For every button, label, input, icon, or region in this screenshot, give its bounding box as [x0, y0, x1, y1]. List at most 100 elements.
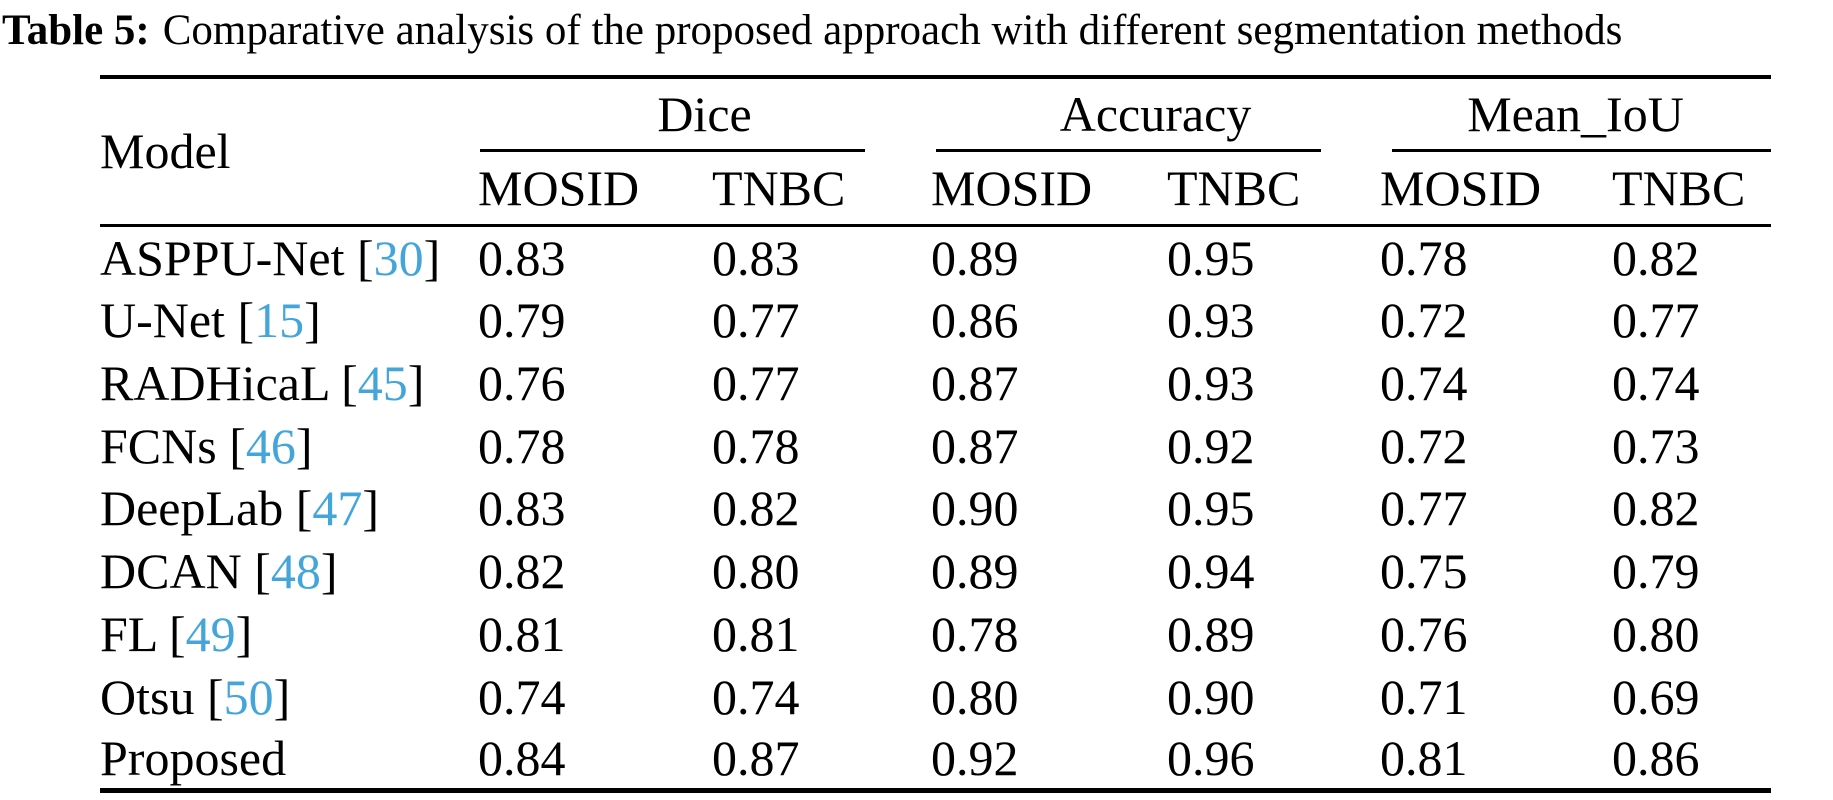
sub-header-accuracy-tnbc: TNBC	[1167, 151, 1381, 228]
metric-value: 0.87	[931, 417, 1019, 474]
metric-value: 0.77	[1612, 291, 1700, 348]
table-caption-label: Table 5:	[2, 7, 150, 54]
metric-value: 0.69	[1612, 668, 1700, 725]
metric-value: 0.93	[1167, 354, 1255, 411]
model-name: FL	[100, 605, 157, 662]
metric-value: 0.78	[712, 417, 800, 474]
metric-value: 0.89	[931, 229, 1019, 286]
metric-value: 0.96	[1167, 730, 1255, 787]
citation-link[interactable]: 46	[245, 417, 296, 474]
table-header: Model Dice Accuracy Mean_IoU MOSID TNBC …	[100, 76, 1772, 228]
mean-iou-rule	[1392, 148, 1772, 152]
metric-value: 0.74	[712, 668, 800, 725]
model-name: ASPPU-Net	[100, 229, 345, 286]
group-rule-row	[100, 148, 1772, 152]
table-caption-text: Comparative analysis of the proposed app…	[162, 7, 1623, 54]
sub-header-dice-tnbc: TNBC	[712, 151, 932, 228]
metric-value: 0.76	[1380, 605, 1468, 662]
metric-value: 0.94	[1167, 543, 1255, 600]
citation-link[interactable]: 30	[373, 229, 424, 286]
citation-link[interactable]: 49	[185, 605, 236, 662]
metric-value: 0.78	[1380, 229, 1468, 286]
metric-value: 0.80	[1612, 605, 1700, 662]
table-caption: Table 5: Comparative analysis of the prop…	[2, 6, 1833, 57]
dice-rule-cell	[478, 148, 931, 152]
metric-value: 0.72	[1380, 417, 1468, 474]
metric-value: 0.80	[931, 668, 1019, 725]
metric-value: 0.82	[1612, 480, 1700, 537]
metric-value: 0.79	[1612, 543, 1700, 600]
column-header-model: Model	[100, 76, 478, 228]
metric-value: 0.86	[931, 291, 1019, 348]
group-header-dice: Dice	[657, 85, 752, 142]
metric-value: 0.82	[712, 480, 800, 537]
sub-header-accuracy-mosid: MOSID	[931, 151, 1168, 228]
metric-value: 0.77	[712, 354, 800, 411]
group-header-mean-iou: Mean_IoU	[1467, 85, 1684, 142]
citation-link[interactable]: 47	[312, 480, 363, 537]
metric-value: 0.75	[1380, 543, 1468, 600]
model-cell: U-Net [15]	[100, 291, 321, 348]
model-cell: ASPPU-Net [30]	[100, 229, 441, 286]
results-table: Model Dice Accuracy Mean_IoU MOSID TNBC …	[100, 74, 1772, 794]
metric-value: 0.78	[931, 605, 1019, 662]
metric-value: 0.83	[478, 480, 566, 537]
metric-value: 0.74	[1612, 354, 1700, 411]
table-row: FCNs [46] 0.78 0.78 0.87 0.92 0.72 0.73	[100, 414, 1771, 477]
table-row: DCAN [48] 0.82 0.80 0.89 0.94 0.75 0.79	[100, 540, 1771, 603]
dice-rule	[480, 148, 866, 152]
metric-value: 0.82	[1612, 229, 1700, 286]
accuracy-rule-cell	[931, 148, 1380, 152]
metric-value: 0.95	[1167, 480, 1255, 537]
metric-value: 0.77	[712, 291, 800, 348]
sub-header-mean-iou-tnbc: TNBC	[1612, 151, 1772, 228]
sub-header-mean-iou-mosid: MOSID	[1380, 151, 1613, 228]
paper-table-figure: Table 5: Comparative analysis of the prop…	[0, 6, 1833, 794]
table-row: FL [49] 0.81 0.81 0.78 0.89 0.76 0.80	[100, 603, 1771, 666]
metric-value: 0.71	[1380, 668, 1468, 725]
metric-value: 0.83	[478, 229, 566, 286]
accuracy-rule	[936, 148, 1322, 152]
metric-value: 0.72	[1380, 291, 1468, 348]
model-cell: FCNs [46]	[100, 417, 313, 474]
metric-value: 0.89	[1167, 605, 1255, 662]
model-name: DCAN	[100, 543, 242, 600]
metric-value: 0.90	[931, 480, 1019, 537]
metric-value: 0.90	[1167, 668, 1255, 725]
metric-value: 0.81	[712, 605, 800, 662]
metric-value: 0.73	[1612, 417, 1700, 474]
metric-value: 0.83	[712, 229, 800, 286]
table-body: ASPPU-Net [30] 0.83 0.83 0.89 0.95 0.78 0.82 U-…	[100, 226, 1771, 791]
group-header-row: Model Dice Accuracy Mean_IoU	[100, 76, 1771, 228]
metric-value: 0.86	[1612, 730, 1700, 787]
table-row: ASPPU-Net [30] 0.83 0.83 0.89 0.95 0.78 0.82	[100, 226, 1771, 289]
metric-value: 0.76	[478, 354, 566, 411]
metric-value: 0.80	[712, 543, 800, 600]
table-row: RADHicaL [45] 0.76 0.77 0.87 0.93 0.74 0.74	[100, 351, 1771, 414]
table-row: Proposed 0.84 0.87 0.92 0.96 0.81 0.86	[100, 728, 1771, 791]
mean-iou-rule-cell	[1380, 148, 1772, 152]
citation-link[interactable]: 45	[357, 354, 408, 411]
model-cell: DeepLab [47]	[100, 480, 380, 537]
metric-value: 0.89	[931, 543, 1019, 600]
metric-value: 0.95	[1167, 229, 1255, 286]
citation-link[interactable]: 15	[254, 291, 305, 348]
metric-value: 0.93	[1167, 291, 1255, 348]
column-header-model-label: Model	[100, 123, 231, 180]
table-row: U-Net [15] 0.79 0.77 0.86 0.93 0.72 0.77	[100, 289, 1771, 352]
model-cell: FL [49]	[100, 605, 253, 662]
model-cell: RADHicaL [45]	[100, 354, 425, 411]
sub-header-dice-mosid: MOSID	[478, 151, 712, 228]
table-row: DeepLab [47] 0.83 0.82 0.90 0.95 0.77 0.82	[100, 477, 1771, 540]
table-row: Otsu [50] 0.74 0.74 0.80 0.90 0.71 0.69	[100, 665, 1771, 728]
model-cell: DCAN [48]	[100, 543, 338, 600]
group-header-accuracy: Accuracy	[1059, 85, 1252, 142]
metric-value: 0.74	[478, 668, 566, 725]
model-cell: Proposed	[100, 728, 478, 791]
metric-value: 0.84	[478, 730, 566, 787]
model-name: Otsu	[100, 668, 195, 725]
metric-value: 0.79	[478, 291, 566, 348]
citation-link[interactable]: 50	[223, 668, 274, 725]
citation-link[interactable]: 48	[270, 543, 321, 600]
metric-value: 0.81	[1380, 730, 1468, 787]
